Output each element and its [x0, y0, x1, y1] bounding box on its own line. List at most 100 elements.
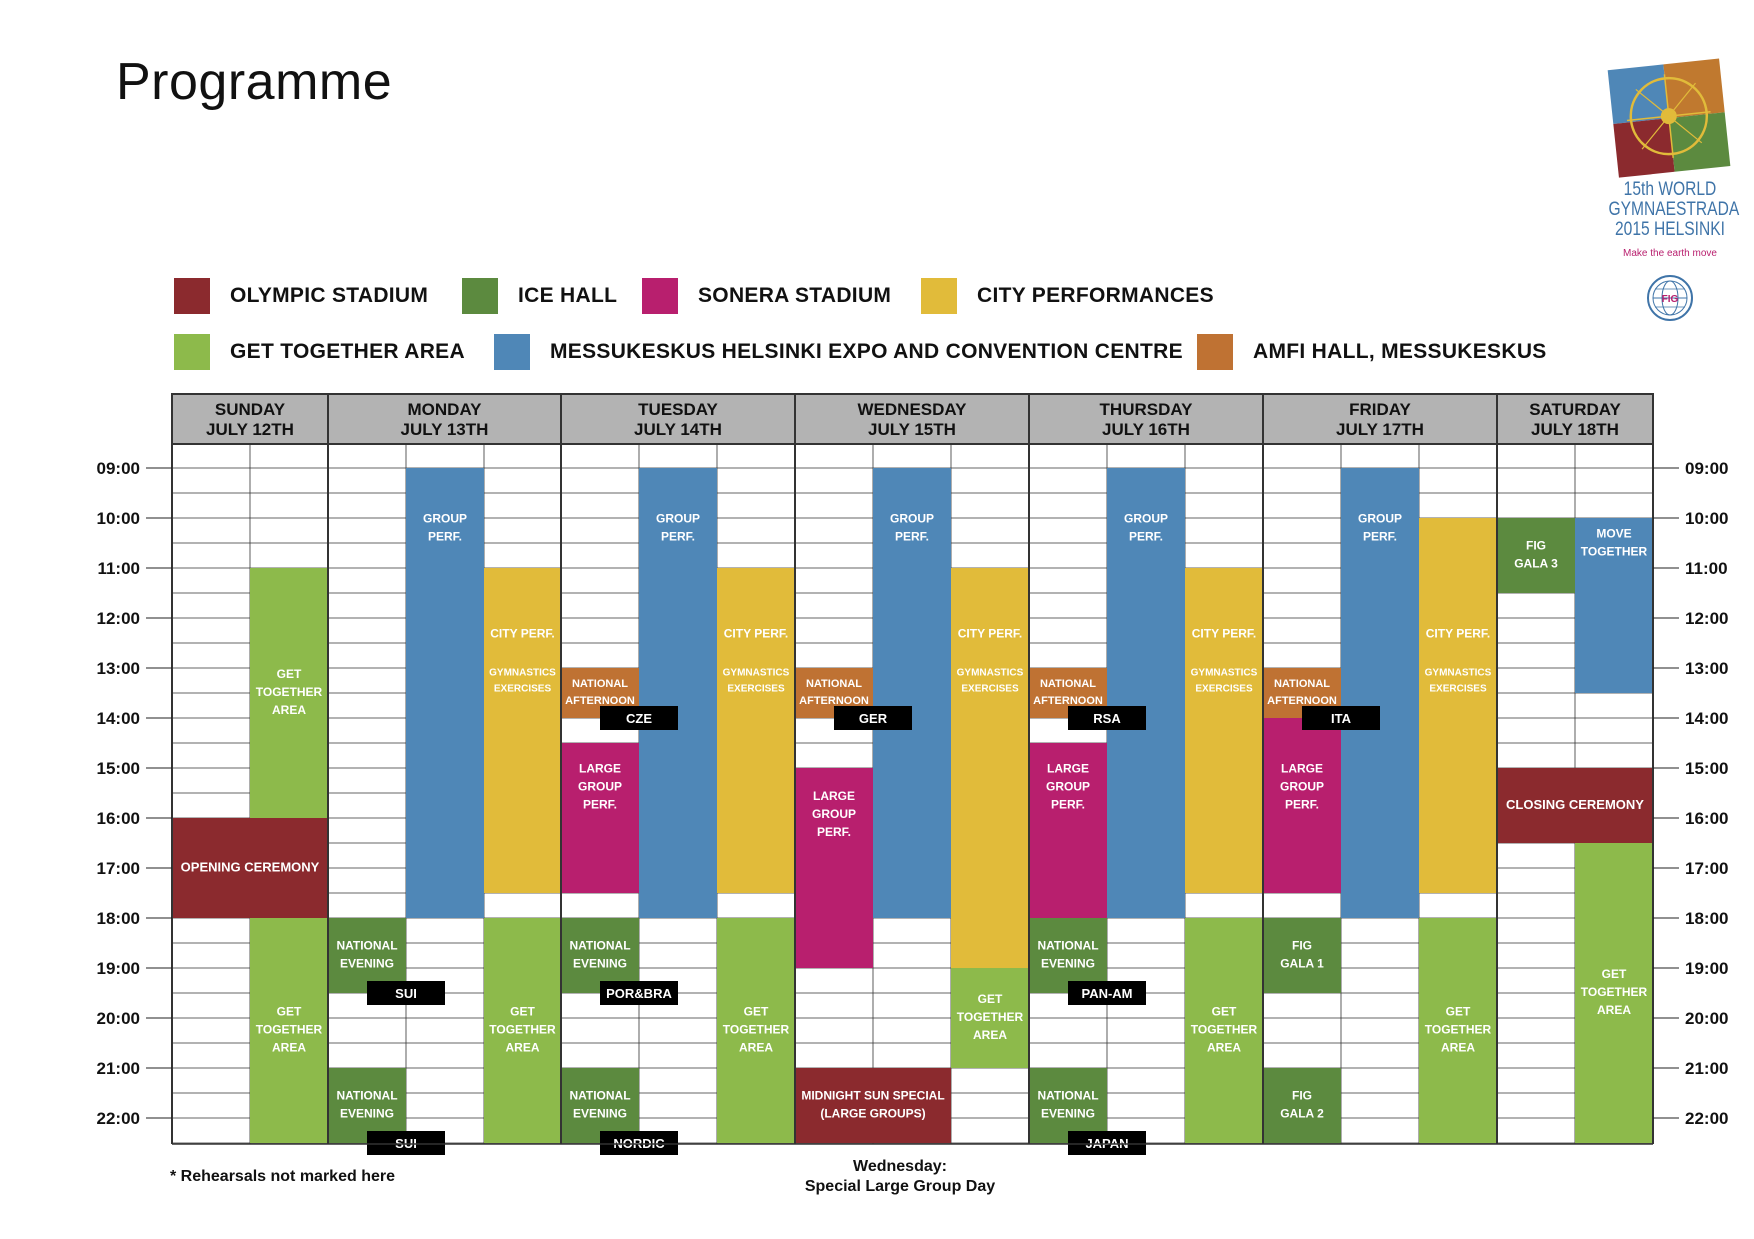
event-label: EXERCISES: [494, 684, 552, 695]
day-date: JULY 16TH: [1102, 420, 1190, 439]
event-label: GALA 2: [1280, 1107, 1324, 1121]
event-label: GYMNASTICS: [1425, 668, 1492, 679]
event-label: GET: [1602, 967, 1627, 981]
event-label: NATIONAL: [569, 939, 630, 953]
time-label-left: 21:00: [97, 1059, 140, 1078]
event-block-sonera: [1029, 743, 1107, 918]
legend-label: AMFI HALL, MESSUKESKUS: [1253, 340, 1547, 363]
country-badge-label: ITA: [1331, 711, 1352, 726]
event-label: EVENING: [340, 957, 394, 971]
event-block-gettogether: [1185, 918, 1263, 1143]
event-block-ice: [328, 918, 406, 993]
event-label: AFTERNOON: [1033, 695, 1103, 707]
event-block-gettogether: [1575, 843, 1653, 1143]
event-label: TOGETHER: [1425, 1023, 1492, 1037]
event-block-city: [484, 568, 561, 893]
time-label-left: 09:00: [97, 459, 140, 478]
event-label: EVENING: [1041, 1107, 1095, 1121]
rehearsal-footnote: * Rehearsals not marked here: [170, 1168, 395, 1185]
event-label: GROUP: [578, 780, 622, 794]
event-block-messukeskus: [1341, 468, 1419, 918]
country-badge: [834, 706, 912, 730]
page-title: Programme: [116, 53, 393, 111]
country-badge: [1068, 706, 1146, 730]
event-block-gettogether: [717, 918, 795, 1143]
event-label: AREA: [505, 1041, 539, 1055]
legend-swatch: [462, 278, 498, 314]
event-block-sonera: [561, 743, 639, 893]
country-badge-label: PAN-AM: [1081, 986, 1132, 1001]
event-block-sonera: [1263, 718, 1341, 893]
country-badge: [367, 1131, 445, 1155]
event-block-messukeskus: [1575, 518, 1653, 693]
event-block-olympic: [795, 1068, 951, 1143]
event-label: GYMNASTICS: [957, 668, 1024, 679]
day-name: THURSDAY: [1100, 400, 1194, 419]
country-badge-label: RSA: [1093, 711, 1121, 726]
event-block-city: [1185, 568, 1263, 893]
event-label: LARGE: [1047, 762, 1089, 776]
event-block-gettogether: [951, 968, 1029, 1068]
event-label: GROUP: [423, 512, 467, 526]
event-label: CITY PERF.: [724, 627, 788, 641]
event-label: CITY PERF.: [490, 627, 554, 641]
event-label: TOGETHER: [256, 685, 323, 699]
event-block-ice: [1263, 918, 1341, 993]
country-badge: [1302, 706, 1380, 730]
event-label: GET: [978, 992, 1003, 1006]
event-block-messukeskus: [873, 468, 951, 918]
country-badge: [1068, 1131, 1146, 1155]
legend-label: OLYMPIC STADIUM: [230, 284, 429, 307]
event-block-ice: [1029, 1068, 1107, 1143]
day-date: JULY 17TH: [1336, 420, 1424, 439]
event-label: GYMNASTICS: [1191, 668, 1258, 679]
wednesday-note-line2: Special Large Group Day: [804, 1178, 996, 1195]
legend-swatch: [174, 334, 210, 370]
time-label-left: 22:00: [97, 1109, 140, 1128]
event-label: GYMNASTICS: [489, 668, 556, 679]
day-name: SATURDAY: [1529, 400, 1621, 419]
fig-badge-text: FIG: [1662, 294, 1679, 305]
logo-emblem-icon: [1607, 58, 1731, 178]
time-label-right: 09:00: [1685, 459, 1728, 478]
event-label: CLOSING CEREMONY: [1506, 797, 1644, 812]
time-label-left: 16:00: [97, 809, 140, 828]
event-label: (LARGE GROUPS): [820, 1107, 925, 1121]
event-block-olympic: [1497, 768, 1653, 843]
legend-swatch: [642, 278, 678, 314]
event-label: TOGETHER: [957, 1010, 1024, 1024]
event-label: AREA: [272, 703, 306, 717]
event-label: PERF.: [1129, 530, 1163, 544]
event-label: CITY PERF.: [1426, 627, 1490, 641]
event-label: GROUP: [1280, 780, 1324, 794]
event-block-city: [1419, 518, 1497, 893]
time-label-right: 14:00: [1685, 709, 1728, 728]
day-name: SUNDAY: [215, 400, 286, 419]
event-block-messukeskus: [406, 468, 484, 918]
event-block-gettogether: [1419, 918, 1497, 1143]
day-date: JULY 12TH: [206, 420, 294, 439]
event-block-gettogether: [484, 918, 561, 1143]
time-label-left: 20:00: [97, 1009, 140, 1028]
event-label: TOGETHER: [256, 1023, 323, 1037]
event-label: LARGE: [813, 789, 855, 803]
time-label-left: 13:00: [97, 659, 140, 678]
event-label: GET: [510, 1005, 535, 1019]
country-badge-label: POR&BRA: [606, 986, 672, 1001]
event-label: TOGETHER: [1581, 545, 1648, 559]
time-label-left: 17:00: [97, 859, 140, 878]
event-label: AREA: [1441, 1041, 1475, 1055]
event-label: NATIONAL: [572, 678, 628, 690]
event-label: MIDNIGHT SUN SPECIAL: [801, 1089, 944, 1103]
time-label-left: 14:00: [97, 709, 140, 728]
event-label: GROUP: [890, 512, 934, 526]
event-label: EVENING: [573, 1107, 627, 1121]
event-label: GET: [1212, 1005, 1237, 1019]
event-label: GROUP: [1358, 512, 1402, 526]
time-label-left: 12:00: [97, 609, 140, 628]
legend-item-amfi: AMFI HALL, MESSUKESKUS: [1197, 334, 1547, 370]
event-block-gettogether: [250, 918, 328, 1143]
event-block-sonera: [795, 768, 873, 968]
day-header-background: [172, 394, 1653, 444]
event-label: GET: [744, 1005, 769, 1019]
